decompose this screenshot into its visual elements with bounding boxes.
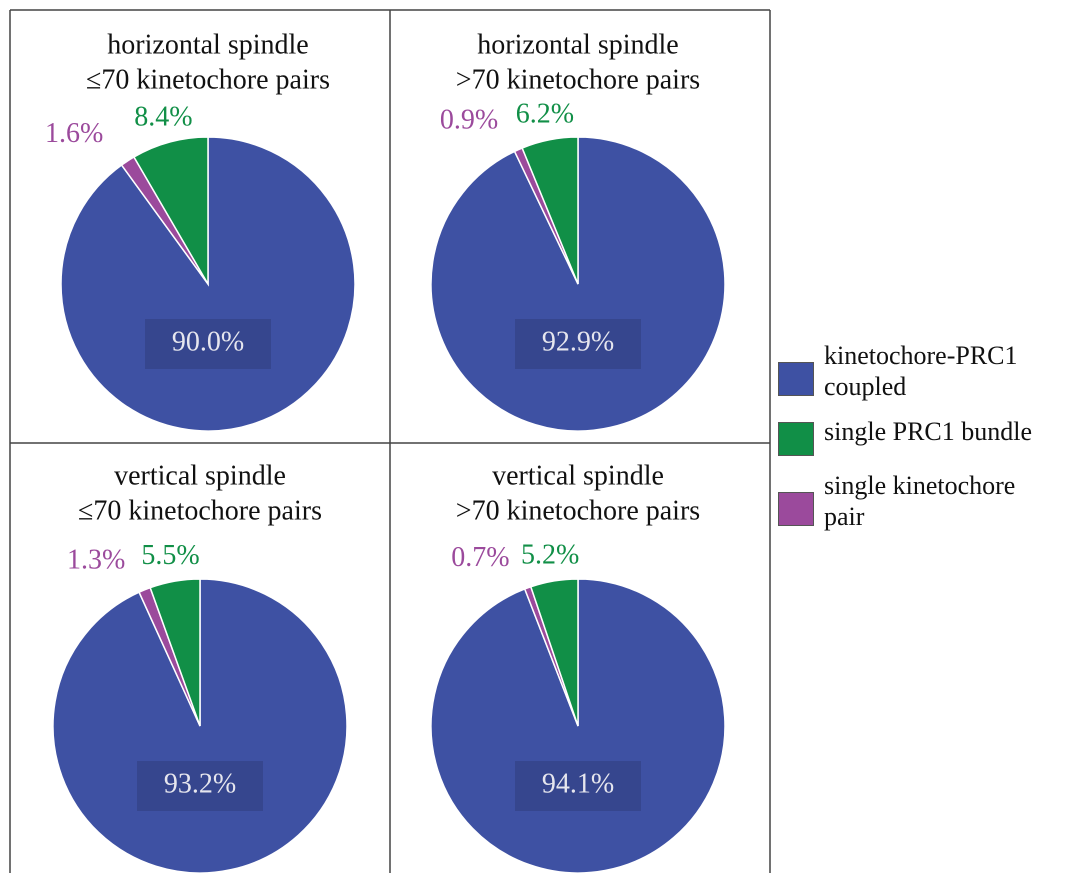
label-box <box>515 761 641 811</box>
label-box <box>515 319 641 369</box>
pie-slice <box>529 578 579 727</box>
legend-swatch <box>778 492 814 526</box>
pie-slice <box>149 578 201 727</box>
label-box <box>145 319 271 369</box>
pie-subtitle: >70 kinetochore pairs <box>456 495 700 526</box>
value-label: 90.0% <box>172 326 244 357</box>
value-label: 1.6% <box>45 118 103 149</box>
value-label: 0.9% <box>440 105 498 136</box>
value-label: 94.1% <box>542 768 614 799</box>
pie-title: vertical spindle <box>492 460 664 491</box>
value-label: 8.4% <box>134 101 192 132</box>
legend-label: single kinetochore pair <box>824 471 1016 531</box>
pie-title: horizontal spindle <box>477 29 678 60</box>
legend-label: kinetochore-PRC1 coupled <box>824 341 1018 401</box>
label-box <box>137 761 263 811</box>
pie-subtitle: >70 kinetochore pairs <box>456 64 700 95</box>
value-label: 6.2% <box>516 99 574 130</box>
pie-title: vertical spindle <box>114 460 286 491</box>
legend-swatch <box>778 422 814 456</box>
value-label: 1.3% <box>67 544 125 575</box>
value-label: 93.2% <box>164 768 236 799</box>
pie-slice <box>132 136 209 287</box>
value-label: 5.5% <box>141 540 199 571</box>
legend-swatch <box>778 362 814 396</box>
value-label: 5.2% <box>521 540 579 571</box>
legend-label: single PRC1 bundle <box>824 417 1033 446</box>
legend-item: single PRC1 bundle <box>778 416 1078 456</box>
legend: kinetochore-PRC1 coupled single PRC1 bund… <box>778 340 1078 546</box>
pie-subtitle: ≤70 kinetochore pairs <box>86 64 330 95</box>
panel-borders <box>9 9 771 873</box>
pie-subtitle: ≤70 kinetochore pairs <box>78 495 322 526</box>
legend-item: single kinetochore pair <box>778 470 1078 532</box>
legend-item: kinetochore-PRC1 coupled <box>778 340 1078 402</box>
pie-slice <box>521 136 579 285</box>
value-label: 92.9% <box>542 326 614 357</box>
pie-title: horizontal spindle <box>107 29 308 60</box>
value-label: 0.7% <box>451 542 509 573</box>
